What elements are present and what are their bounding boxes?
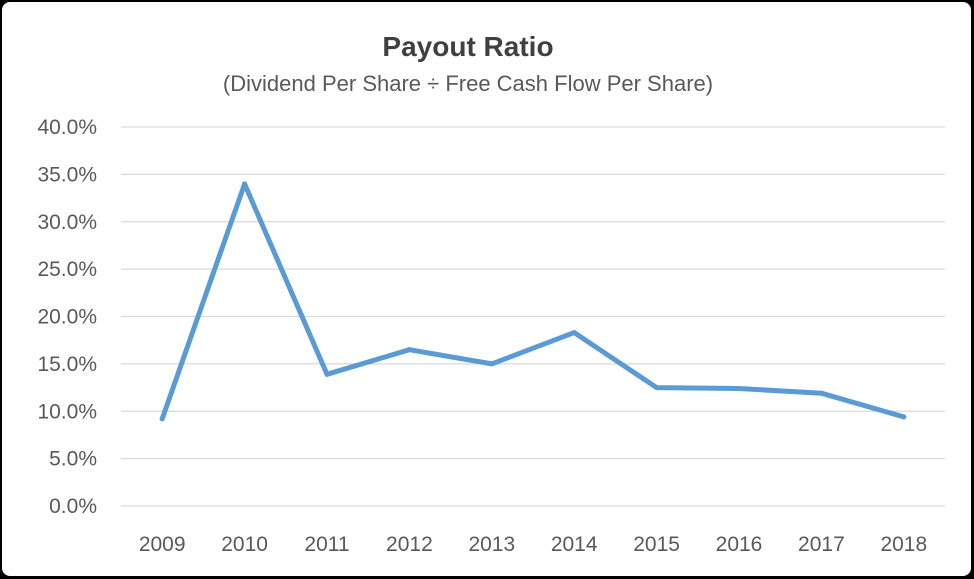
x-tick-label: 2017 — [798, 533, 845, 556]
y-tick-label: 20.0% — [37, 306, 97, 329]
series-layer — [159, 181, 907, 422]
data-point — [242, 181, 248, 187]
x-tick-label: 2012 — [386, 533, 433, 556]
x-tick-label: 2009 — [139, 533, 186, 556]
x-tick-label: 2018 — [880, 533, 927, 556]
data-point — [406, 347, 412, 353]
data-point — [324, 371, 330, 377]
y-tick-label: 35.0% — [37, 163, 97, 186]
y-tick-label: 0.0% — [49, 495, 97, 518]
y-axis-ticks: 0.0% 5.0% 10.0% 15.0% 20.0% 25.0% 30.0% 35.0% 40… — [37, 116, 97, 518]
series-line — [159, 181, 907, 422]
data-point — [901, 414, 907, 420]
data-point — [489, 361, 495, 367]
data-point — [571, 330, 577, 336]
y-tick-label: 5.0% — [49, 448, 97, 471]
y-tick-label: 30.0% — [37, 211, 97, 234]
y-tick-label: 15.0% — [37, 353, 97, 376]
x-tick-label: 2010 — [221, 533, 268, 556]
x-tick-label: 2016 — [716, 533, 763, 556]
y-tick-label: 40.0% — [37, 116, 97, 139]
y-tick-label: 25.0% — [37, 258, 97, 281]
data-point — [736, 386, 742, 392]
x-tick-label: 2015 — [633, 533, 680, 556]
chart-title: Payout Ratio — [382, 31, 553, 62]
x-axis-ticks: 2009 2010 2011 2012 2013 2014 2015 2016 2017 2018 — [139, 533, 927, 556]
data-point — [818, 390, 824, 396]
data-point — [159, 416, 165, 422]
chart-subtitle: (Dividend Per Share ÷ Free Cash Flow Per… — [223, 71, 713, 96]
x-tick-label: 2013 — [468, 533, 515, 556]
data-point — [654, 385, 660, 391]
x-tick-label: 2014 — [551, 533, 598, 556]
x-tick-label: 2011 — [304, 533, 349, 556]
y-tick-label: 10.0% — [37, 400, 97, 423]
